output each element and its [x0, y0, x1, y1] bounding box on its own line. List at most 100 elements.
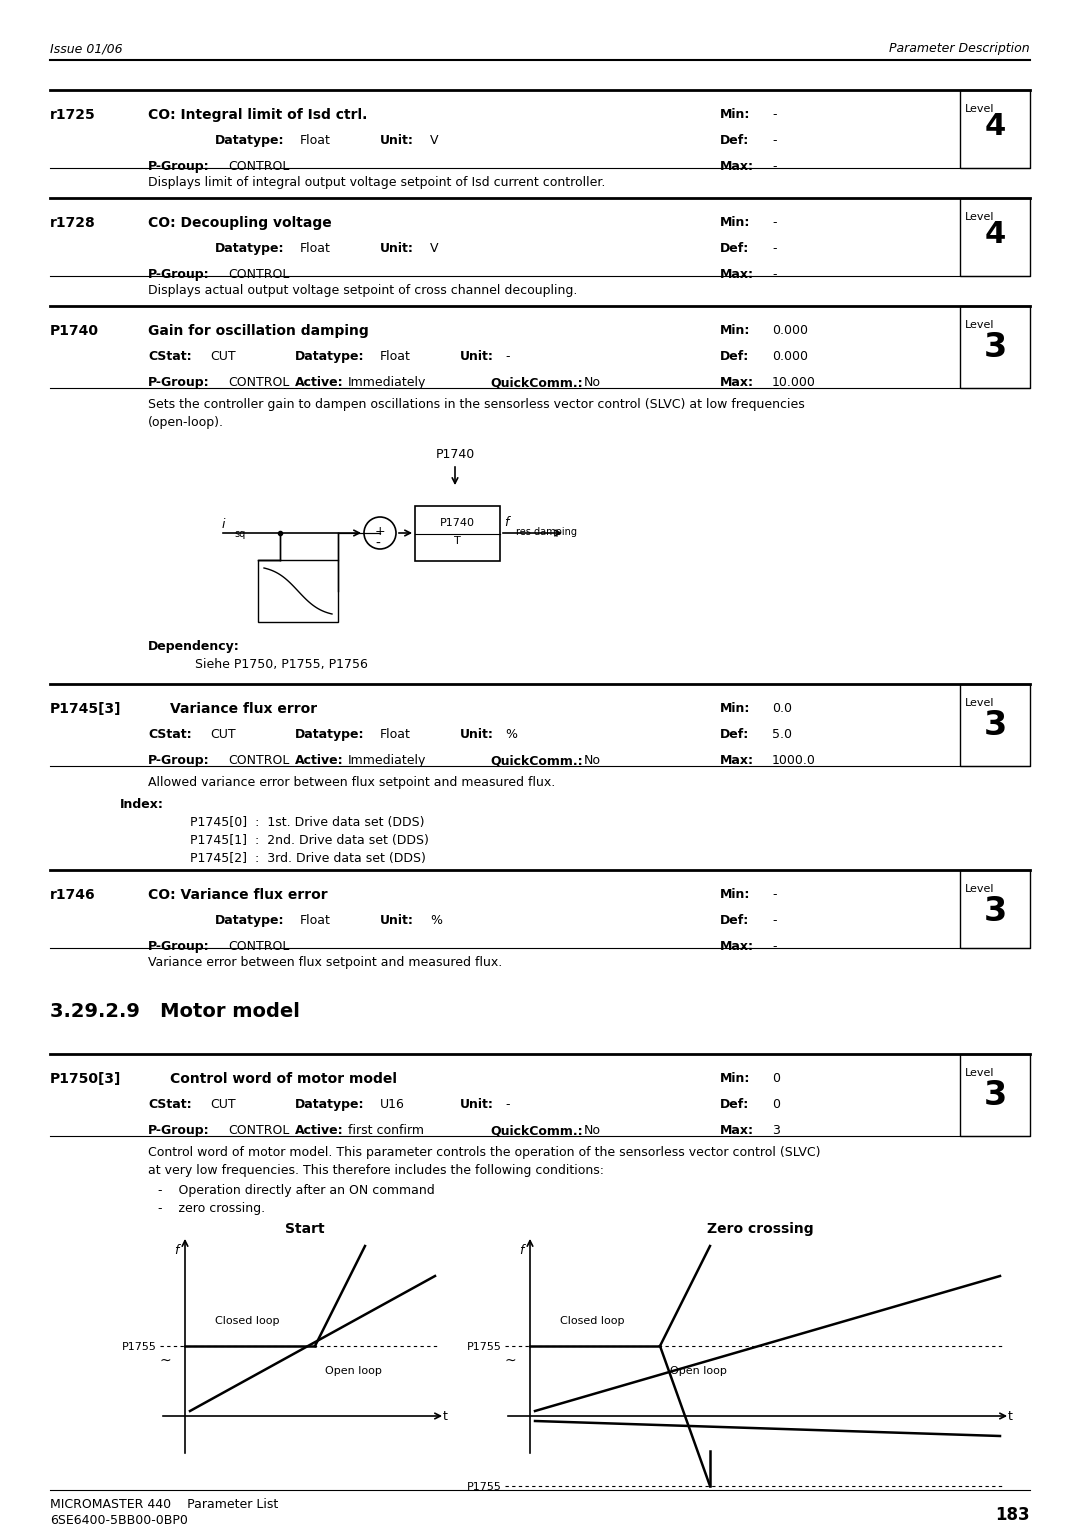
Text: 3: 3 [772, 1125, 780, 1137]
Text: Min:: Min: [720, 701, 751, 715]
Text: Open loop: Open loop [325, 1366, 382, 1377]
Text: Active:: Active: [295, 753, 343, 767]
Text: Min:: Min: [720, 888, 751, 902]
Text: Unit:: Unit: [380, 134, 414, 147]
Text: V: V [430, 241, 438, 255]
Text: CO: Variance flux error: CO: Variance flux error [148, 888, 327, 902]
Text: CONTROL: CONTROL [228, 1125, 289, 1137]
Text: P1740: P1740 [435, 448, 474, 461]
Text: CONTROL: CONTROL [228, 267, 289, 281]
Text: Level: Level [966, 212, 995, 222]
Text: Def:: Def: [720, 1099, 750, 1111]
Text: Immediately: Immediately [348, 753, 427, 767]
Text: P1745[1]  :  2nd. Drive data set (DDS): P1745[1] : 2nd. Drive data set (DDS) [190, 834, 429, 847]
Text: Variance flux error: Variance flux error [170, 701, 318, 717]
Text: -: - [772, 215, 777, 229]
Text: %: % [505, 727, 517, 741]
Text: P-Group:: P-Group: [148, 160, 210, 173]
Text: r1746: r1746 [50, 888, 96, 902]
Text: CStat:: CStat: [148, 350, 191, 364]
Text: 10.000: 10.000 [772, 376, 815, 390]
Text: P1745[0]  :  1st. Drive data set (DDS): P1745[0] : 1st. Drive data set (DDS) [190, 816, 424, 830]
Text: Float: Float [300, 241, 330, 255]
Text: t: t [443, 1410, 448, 1423]
Text: sq: sq [234, 529, 245, 539]
Text: -: - [772, 940, 777, 953]
Text: -: - [772, 134, 777, 147]
Text: P1745[2]  :  3rd. Drive data set (DDS): P1745[2] : 3rd. Drive data set (DDS) [190, 853, 426, 865]
Text: Siehe P1750, P1755, P1756: Siehe P1750, P1755, P1756 [195, 659, 368, 671]
Text: P1740: P1740 [50, 324, 99, 338]
Text: Float: Float [380, 727, 410, 741]
Text: Float: Float [300, 134, 330, 147]
Text: CUT: CUT [210, 727, 235, 741]
Text: i: i [222, 518, 226, 532]
Text: CUT: CUT [210, 1099, 235, 1111]
Text: QuickComm.:: QuickComm.: [490, 753, 582, 767]
Text: Closed loop: Closed loop [215, 1316, 280, 1326]
Text: -: - [772, 108, 777, 121]
Bar [960, 685, 1030, 766]
Text: P-Group:: P-Group: [148, 1125, 210, 1137]
Text: +: + [375, 526, 386, 538]
Text: P1755: P1755 [468, 1342, 502, 1352]
Text: CO: Decoupling voltage: CO: Decoupling voltage [148, 215, 332, 231]
Text: Max:: Max: [720, 160, 754, 173]
Text: Def:: Def: [720, 727, 750, 741]
Text: 0.0: 0.0 [772, 701, 792, 715]
Text: Variance error between flux setpoint and measured flux.: Variance error between flux setpoint and… [148, 957, 502, 969]
Text: -: - [772, 888, 777, 902]
Text: P-Group:: P-Group: [148, 267, 210, 281]
Text: P1745[3]: P1745[3] [50, 701, 121, 717]
Bar [960, 199, 1030, 277]
Text: Immediately: Immediately [348, 376, 427, 390]
Text: 0.000: 0.000 [772, 350, 808, 364]
Text: Unit:: Unit: [460, 727, 494, 741]
Text: Max:: Max: [720, 376, 754, 390]
Text: Unit:: Unit: [460, 1099, 494, 1111]
Text: No: No [584, 1125, 600, 1137]
Bar [960, 306, 1030, 388]
Text: Unit:: Unit: [460, 350, 494, 364]
Text: No: No [584, 376, 600, 390]
Text: (open-loop).: (open-loop). [148, 416, 224, 429]
Text: Def:: Def: [720, 241, 750, 255]
Text: ~: ~ [160, 1354, 171, 1368]
Text: t: t [1008, 1410, 1013, 1423]
Text: 0.000: 0.000 [772, 324, 808, 338]
Text: CONTROL: CONTROL [228, 160, 289, 173]
Text: 4: 4 [984, 112, 1005, 141]
Text: CStat:: CStat: [148, 727, 191, 741]
Text: Level: Level [966, 698, 995, 707]
Text: 3: 3 [984, 709, 1007, 743]
Text: P1755: P1755 [122, 1342, 157, 1352]
Text: 3: 3 [984, 1079, 1007, 1112]
Text: 183: 183 [996, 1507, 1030, 1523]
Text: Unit:: Unit: [380, 914, 414, 927]
Text: Min:: Min: [720, 215, 751, 229]
Text: Control word of motor model. This parameter controls the operation of the sensor: Control word of motor model. This parame… [148, 1146, 821, 1160]
Bar [960, 869, 1030, 947]
Text: Def:: Def: [720, 350, 750, 364]
Text: -: - [772, 160, 777, 173]
Text: Max:: Max: [720, 940, 754, 953]
Text: 5.0: 5.0 [772, 727, 792, 741]
Text: Displays actual output voltage setpoint of cross channel decoupling.: Displays actual output voltage setpoint … [148, 284, 578, 296]
Text: CONTROL: CONTROL [228, 753, 289, 767]
Text: f: f [175, 1244, 179, 1258]
Text: 3.29.2.9   Motor model: 3.29.2.9 Motor model [50, 1002, 300, 1021]
Text: Min:: Min: [720, 324, 751, 338]
Text: QuickComm.:: QuickComm.: [490, 376, 582, 390]
Bar [960, 90, 1030, 168]
Text: Datatype:: Datatype: [295, 727, 365, 741]
Text: Datatype:: Datatype: [215, 134, 284, 147]
Text: Min:: Min: [720, 1073, 751, 1085]
Text: P1755: P1755 [468, 1482, 502, 1491]
Text: -: - [505, 1099, 510, 1111]
Text: Float: Float [300, 914, 330, 927]
Text: P1750[3]: P1750[3] [50, 1073, 121, 1086]
Text: Max:: Max: [720, 753, 754, 767]
Text: Active:: Active: [295, 1125, 343, 1137]
Text: CUT: CUT [210, 350, 235, 364]
Text: Level: Level [966, 885, 995, 894]
